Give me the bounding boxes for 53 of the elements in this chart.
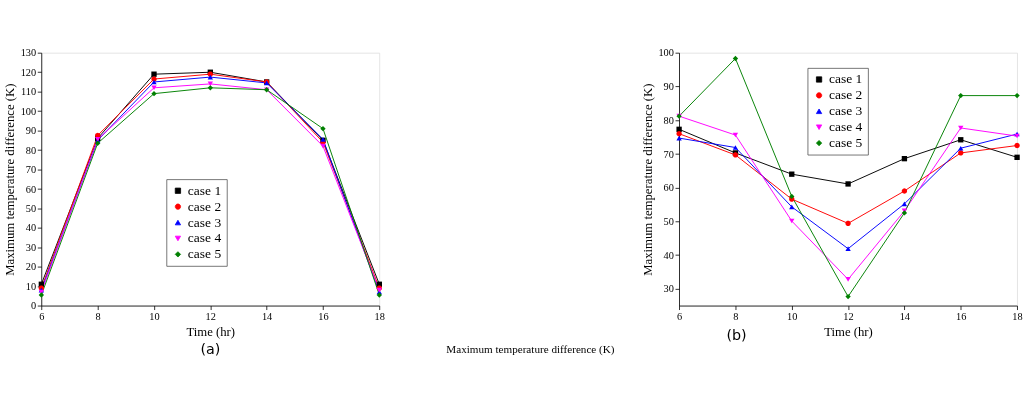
x-tick-label: 16 [955, 310, 967, 322]
y-tick-label: 0 [31, 300, 37, 312]
x-tick-label: 18 [1012, 310, 1023, 322]
y-tick-label: 90 [663, 81, 674, 93]
y-tick-label: 70 [663, 148, 674, 160]
x-tick-label: 10 [787, 310, 798, 322]
legend-label: case 2 [829, 87, 863, 103]
legend-label: case 3 [829, 103, 863, 119]
x-tick-label: 6 [676, 310, 683, 322]
y-tick-label: 60 [663, 182, 674, 194]
x-tick-label: 18 [374, 310, 385, 322]
x-tick-label: 14 [261, 310, 273, 322]
y-tick-label: 60 [25, 183, 37, 195]
y-tick-label: 100 [658, 47, 674, 59]
text: (a) [200, 341, 221, 358]
x-axis-title: Time (hr) [186, 325, 236, 340]
x-tick-label: 12 [205, 310, 216, 322]
x-tick-label: 8 [95, 310, 101, 322]
legend-label: case 4 [829, 119, 863, 135]
x-tick-label: 16 [318, 310, 329, 322]
legend-label: case 3 [187, 214, 222, 230]
y-tick-label: 130 [20, 47, 37, 59]
legend-label: case 5 [829, 135, 863, 151]
y-tick-label: 20 [25, 261, 37, 273]
y-tick-label: 10 [25, 280, 37, 292]
legend-label: case 4 [187, 230, 222, 246]
y-tick-label: 80 [25, 144, 37, 156]
x-axis-title: Time (hr) [824, 325, 873, 340]
y-tick-label: 110 [21, 86, 37, 98]
text: Maximum temperature difference (K) [446, 343, 615, 357]
y-tick-label: 90 [25, 125, 37, 137]
legend-label: case 5 [187, 246, 222, 262]
legend-label: case 2 [187, 198, 222, 214]
x-tick-label: 6 [39, 310, 45, 322]
y-tick-label: 50 [25, 202, 37, 214]
y-tick-label: 80 [663, 114, 674, 126]
legend-label: case 1 [829, 71, 863, 87]
y-tick-label: 120 [20, 66, 37, 78]
x-tick-label: 14 [899, 310, 910, 322]
y-tick-label: 30 [663, 283, 674, 295]
y-axis-title: Maximum temperature difference (K) [641, 83, 656, 276]
y-tick-label: 70 [25, 164, 37, 176]
y-tick-label: 40 [663, 249, 674, 261]
y-tick-label: 40 [25, 222, 37, 234]
y-tick-label: 50 [663, 215, 674, 227]
y-axis-title: Maximum temperature difference (K) [3, 83, 18, 276]
text: (b) [726, 326, 747, 343]
y-tick-label: 30 [25, 241, 37, 253]
x-tick-label: 8 [733, 310, 739, 322]
x-tick-label: 12 [843, 310, 854, 322]
x-tick-label: 10 [149, 310, 160, 322]
legend-label: case 1 [187, 182, 222, 198]
y-tick-label: 100 [20, 105, 37, 117]
